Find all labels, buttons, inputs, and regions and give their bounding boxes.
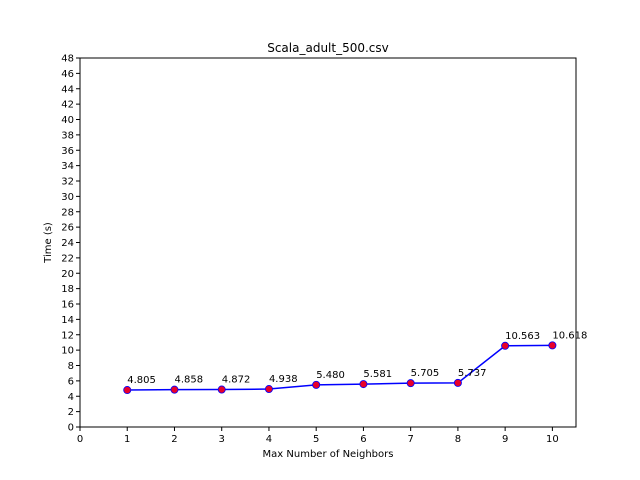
x-tick-label: 10 xyxy=(546,434,559,445)
y-tick-label: 44 xyxy=(61,84,74,95)
y-tick-label: 18 xyxy=(61,284,74,295)
data-label: 5.737 xyxy=(458,368,487,379)
y-tick-label: 28 xyxy=(61,207,74,218)
y-tick-label: 24 xyxy=(61,238,74,249)
y-tick-label: 36 xyxy=(61,146,74,157)
y-tick-label: 48 xyxy=(61,54,74,65)
y-tick-label: 38 xyxy=(61,130,74,141)
x-tick-label: 0 xyxy=(77,434,83,445)
x-tick-label: 2 xyxy=(171,434,177,445)
y-tick-label: 46 xyxy=(61,69,74,80)
x-axis-label: Max Number of Neighbors xyxy=(263,449,394,460)
data-label: 4.805 xyxy=(127,375,156,386)
y-axis-label: Time (s) xyxy=(43,222,54,264)
data-label: 5.705 xyxy=(411,368,440,379)
x-tick-label: 1 xyxy=(124,434,130,445)
x-tick-label: 5 xyxy=(313,434,319,445)
y-tick-label: 40 xyxy=(61,115,74,126)
data-label: 4.872 xyxy=(222,375,251,386)
y-tick-label: 34 xyxy=(61,161,74,172)
data-label: 10.563 xyxy=(505,331,540,342)
data-point xyxy=(501,341,510,350)
plot-frame xyxy=(79,57,577,428)
x-tick-label: 9 xyxy=(502,434,508,445)
y-tick-label: 6 xyxy=(68,376,74,387)
data-label: 4.938 xyxy=(269,374,298,385)
y-tick-label: 0 xyxy=(68,423,74,434)
data-label: 10.618 xyxy=(552,330,587,341)
x-tick-label: 6 xyxy=(360,434,366,445)
y-tick-label: 4 xyxy=(68,392,74,403)
data-point xyxy=(217,385,226,394)
data-label: 5.581 xyxy=(363,369,392,380)
y-tick-label: 14 xyxy=(61,315,74,326)
x-tick-label: 8 xyxy=(455,434,461,445)
x-tick-label: 4 xyxy=(266,434,272,445)
series-line xyxy=(127,344,553,391)
chart-title: Scala_adult_500.csv xyxy=(267,41,389,55)
data-point xyxy=(264,385,273,394)
data-point xyxy=(312,380,321,389)
data-point xyxy=(453,378,462,387)
y-tick-label: 22 xyxy=(61,253,74,264)
y-tick-label: 12 xyxy=(61,330,74,341)
y-tick-label: 2 xyxy=(68,407,74,418)
data-label: 4.858 xyxy=(174,375,203,386)
y-tick-label: 32 xyxy=(61,177,74,188)
x-tick-label: 7 xyxy=(407,434,413,445)
x-tick-label: 3 xyxy=(219,434,225,445)
plot-area: 0 1 2 3 4 5 6 7 8 9 100246810121416182022242628303… xyxy=(61,54,587,446)
y-tick-label: 42 xyxy=(61,100,74,111)
y-tick-label: 30 xyxy=(61,192,74,203)
data-point xyxy=(123,386,132,395)
data-point xyxy=(170,385,179,394)
data-point xyxy=(548,341,557,350)
data-point xyxy=(359,380,368,389)
y-tick-label: 20 xyxy=(61,269,74,280)
y-tick-label: 10 xyxy=(61,346,74,357)
data-label: 5.480 xyxy=(316,370,345,381)
y-tick-label: 16 xyxy=(61,300,74,311)
y-tick-label: 26 xyxy=(61,223,74,234)
y-tick-label: 8 xyxy=(68,361,74,372)
data-point xyxy=(406,379,415,388)
